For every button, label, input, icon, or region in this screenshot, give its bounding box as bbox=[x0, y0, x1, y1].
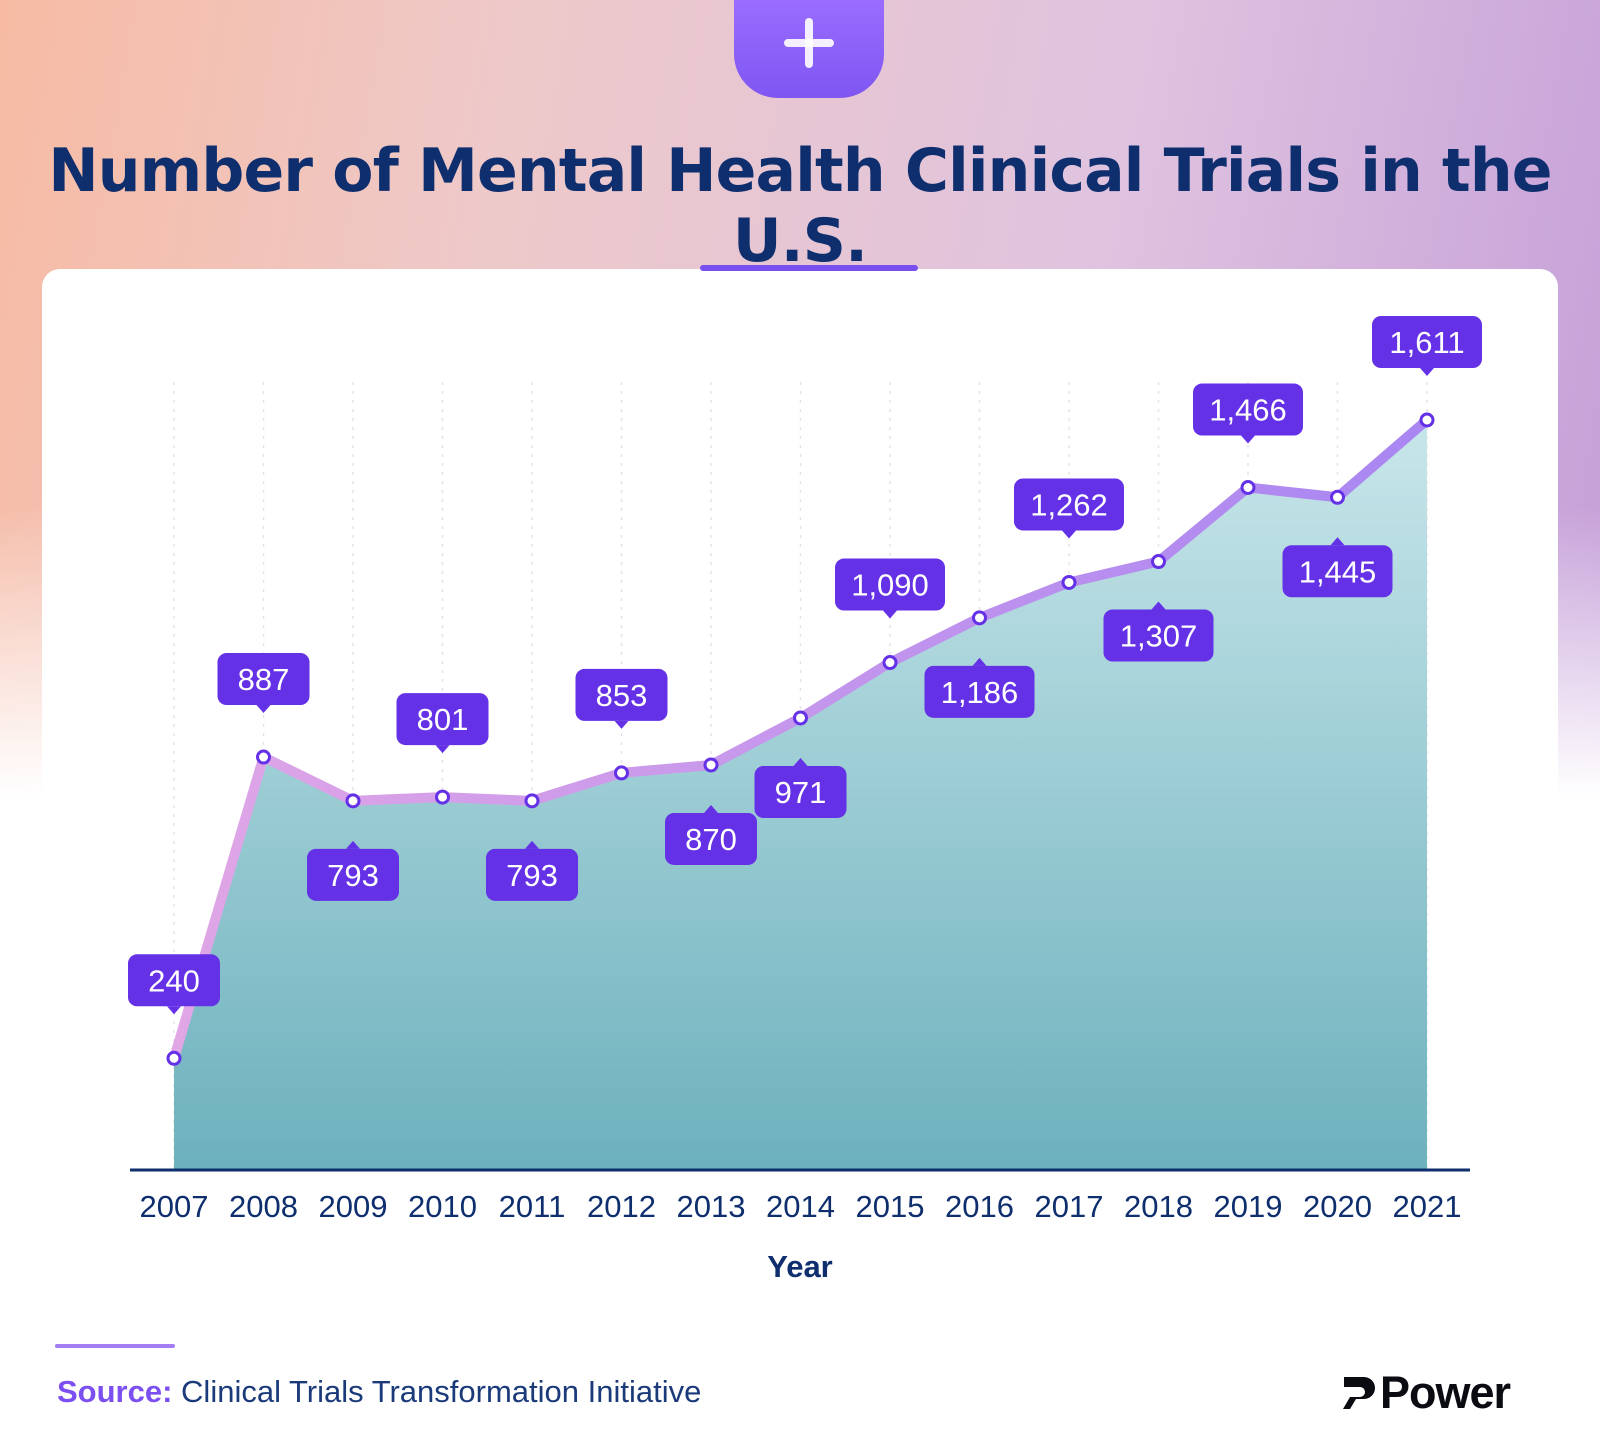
x-tick-label: 2012 bbox=[587, 1189, 656, 1224]
data-point bbox=[614, 765, 629, 781]
x-tick-label: 2015 bbox=[856, 1189, 925, 1224]
data-label: 853 bbox=[575, 668, 668, 729]
header-tab bbox=[734, 0, 884, 98]
x-tick-label: 2014 bbox=[766, 1189, 835, 1224]
data-label-text: 1,307 bbox=[1120, 619, 1198, 654]
data-label: 1,611 bbox=[1372, 316, 1482, 376]
data-label: 1,445 bbox=[1282, 537, 1393, 598]
data-point bbox=[793, 710, 808, 726]
data-label: 793 bbox=[486, 840, 578, 901]
data-label: 240 bbox=[128, 954, 220, 1015]
data-label: 971 bbox=[754, 757, 847, 818]
data-label: 870 bbox=[665, 804, 757, 865]
data-label-text: 1,186 bbox=[941, 675, 1019, 710]
data-point bbox=[1061, 574, 1077, 590]
x-tick-label: 2009 bbox=[319, 1189, 388, 1224]
data-point bbox=[972, 610, 987, 626]
brand-name: Power bbox=[1380, 1367, 1511, 1418]
brand-logo: Power bbox=[1340, 1367, 1511, 1418]
x-tick-label: 2016 bbox=[945, 1189, 1014, 1224]
data-label-text: 1,090 bbox=[851, 568, 929, 603]
data-label-text: 801 bbox=[417, 702, 469, 737]
data-point bbox=[256, 749, 271, 765]
x-tick-label: 2011 bbox=[499, 1189, 566, 1224]
x-tick-label: 2018 bbox=[1124, 1189, 1193, 1224]
data-label-text: 240 bbox=[148, 963, 200, 998]
data-point bbox=[1240, 480, 1256, 496]
data-point bbox=[882, 655, 898, 671]
card-accent-bar bbox=[700, 265, 918, 271]
data-label-text: 1,466 bbox=[1209, 393, 1287, 428]
data-label-text: 971 bbox=[775, 775, 827, 810]
x-axis-label: Year bbox=[767, 1249, 833, 1284]
x-tick-label: 2013 bbox=[677, 1189, 746, 1224]
data-label-text: 853 bbox=[596, 678, 648, 713]
data-label-text: 870 bbox=[685, 822, 737, 857]
data-label-text: 1,262 bbox=[1030, 487, 1108, 522]
x-tick-label: 2021 bbox=[1393, 1189, 1462, 1224]
x-tick-label: 2020 bbox=[1303, 1189, 1372, 1224]
power-logo-icon bbox=[1343, 1377, 1375, 1409]
data-label: 1,262 bbox=[1014, 478, 1124, 539]
source-divider bbox=[55, 1344, 175, 1348]
source-text: Clinical Trials Transformation Initiativ… bbox=[181, 1374, 702, 1409]
data-label: 1,090 bbox=[835, 558, 945, 619]
x-tick-label: 2008 bbox=[229, 1189, 298, 1224]
source-note: Source: Clinical Trials Transformation I… bbox=[57, 1374, 701, 1410]
data-label-text: 793 bbox=[506, 858, 558, 893]
data-label-text: 793 bbox=[327, 858, 379, 893]
x-tick-label: 2017 bbox=[1035, 1189, 1104, 1224]
data-point bbox=[435, 789, 450, 805]
data-point bbox=[1419, 412, 1435, 428]
data-point bbox=[1330, 489, 1345, 505]
data-label: 1,186 bbox=[924, 657, 1035, 718]
data-point bbox=[524, 793, 540, 809]
data-point bbox=[1151, 554, 1166, 570]
data-point bbox=[166, 1050, 182, 1066]
chart-title: Number of Mental Health Clinical Trials … bbox=[48, 136, 1552, 276]
data-label-text: 887 bbox=[238, 662, 290, 697]
data-label: 887 bbox=[217, 653, 310, 714]
data-label-text: 1,611 bbox=[1389, 325, 1464, 360]
data-label: 801 bbox=[396, 693, 489, 754]
data-label: 1,307 bbox=[1103, 601, 1214, 662]
data-label: 1,466 bbox=[1193, 383, 1303, 444]
data-point bbox=[345, 793, 361, 809]
x-tick-label: 2010 bbox=[408, 1189, 477, 1224]
source-label: Source: bbox=[57, 1374, 173, 1409]
x-tick-label: 2019 bbox=[1214, 1189, 1283, 1224]
data-point bbox=[703, 757, 719, 773]
data-label: 793 bbox=[307, 840, 399, 901]
x-tick-label: 2007 bbox=[140, 1189, 209, 1224]
data-label-text: 1,445 bbox=[1299, 554, 1377, 589]
